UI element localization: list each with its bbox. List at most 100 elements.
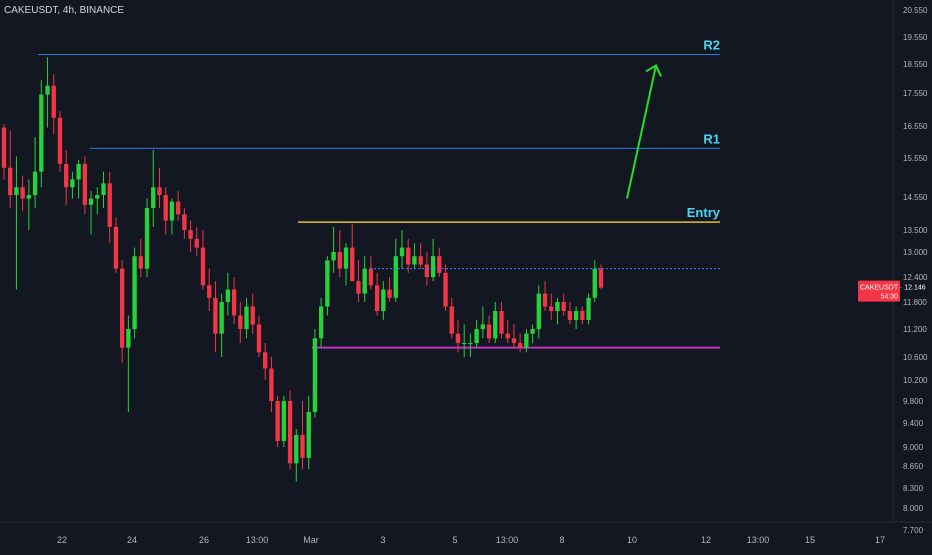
candle-body [474,329,479,343]
candle-body [238,315,243,329]
candle-body [126,329,131,348]
candle-body [325,260,330,307]
candle-body [462,343,467,344]
candle-body [517,343,523,348]
y-tick-label: 17.550 [903,89,928,98]
candle-body [592,268,597,298]
candle-body [524,333,529,348]
price-tag-label: CAKEUSDT · 12.146 [860,285,926,292]
x-tick-label: 10 [627,535,637,545]
arrow-head [645,64,662,77]
candle-body [480,324,486,329]
candle-body [331,252,336,261]
candle-body [26,195,32,199]
candle-body [281,401,287,441]
candle-body [393,256,398,298]
candle-body [138,256,143,269]
candle-body [39,94,44,172]
x-tick-label: 15 [805,535,815,545]
candle-body [549,306,554,311]
candle-body [499,311,504,334]
candle-body [225,289,231,302]
candle-body [14,187,19,196]
candle-body [374,285,380,311]
x-tick-label: 3 [380,535,385,545]
candle-body [8,167,13,196]
candle-body [399,247,405,257]
x-tick-label: 12 [701,535,711,545]
candle-body [300,435,305,458]
candle-body [287,401,293,464]
candle-body [263,352,268,369]
x-tick-label: 13:00 [496,535,519,545]
y-tick-label: 11.800 [903,298,927,307]
y-tick-label: 19.550 [903,33,928,42]
level-label: Entry [687,205,721,220]
x-tick-label: 8 [559,535,564,545]
candle-body [269,368,274,401]
candle-body [64,163,69,188]
candle-body [182,214,187,230]
projection-arrow [626,65,657,199]
candle-body [213,297,218,334]
y-tick-label: 12.400 [903,273,928,282]
candle-body [312,338,318,412]
y-tick-label: 18.550 [903,60,928,69]
candle-body [250,306,255,325]
symbol-label: CAKEUSDT [4,5,58,16]
candle-body [244,306,249,329]
candle-body [113,226,119,269]
y-tick-label: 13.500 [903,226,928,235]
y-tick-label: 11.200 [903,325,927,334]
y-tick-label: 10.200 [903,376,928,385]
level-label: R2 [703,38,720,53]
candle-body [505,333,510,339]
candle-body [20,187,25,199]
candle-body [430,256,436,277]
candle-body [356,281,361,294]
candle-body [381,289,386,311]
candle-body [362,268,367,294]
candle-body [207,285,212,298]
candle-body [406,247,411,265]
candle-body [231,289,237,316]
x-tick-label: 26 [199,535,209,545]
candle-body [1,127,7,168]
candle-body [107,183,112,227]
y-tick-label: 20.550 [903,6,928,15]
candle-body [194,238,199,248]
y-tick-label: 8.650 [903,462,924,471]
candle-body [163,195,168,221]
candle-body [219,302,224,334]
candle-body [536,293,541,329]
candle-body [188,230,193,239]
candle-body [493,311,498,339]
y-tick-label: 10.600 [903,353,928,362]
candle-body [151,187,156,208]
x-tick-label: 5 [452,535,457,545]
candle-body [387,289,392,298]
candle-body [573,311,579,320]
level-label: R1 [703,131,720,146]
candle-body [350,247,355,282]
candle-body [51,85,56,118]
candle-body [530,329,535,334]
x-tick-label: 22 [57,535,67,545]
exchange-label: BINANCE [79,5,125,16]
candle-body [449,306,454,334]
candle-body [32,171,38,196]
candle-body [368,268,374,286]
candle-body [144,208,150,269]
candle-body [294,435,299,464]
candle-body [511,338,517,343]
y-tick-label: 9.800 [903,397,924,406]
y-tick-label: 8.000 [903,504,924,513]
chart-header: CAKEUSDT, 4h, BINANCE [4,5,125,16]
candle-body [412,256,417,265]
y-tick-label: 16.550 [903,122,928,131]
candle-body [343,247,349,269]
candle-body [132,256,137,329]
